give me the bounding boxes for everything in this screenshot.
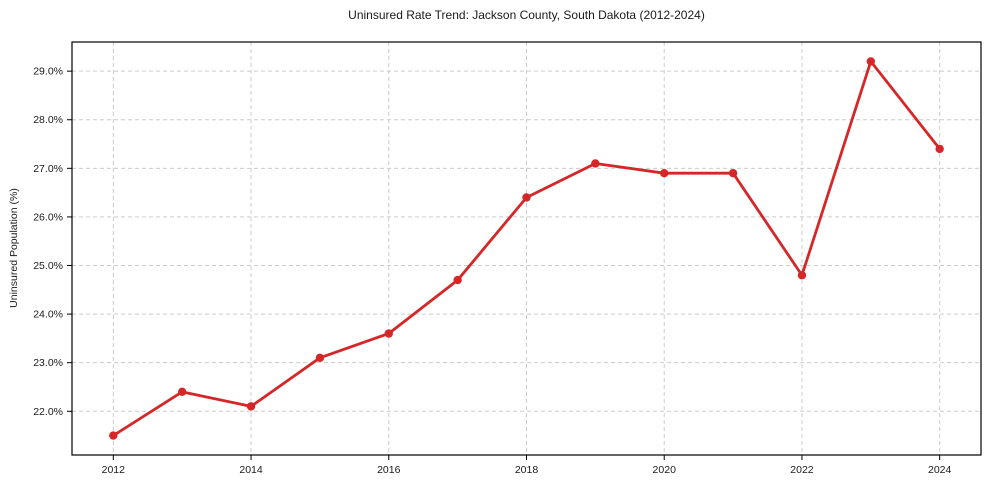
y-tick-label: 23.0% (33, 357, 63, 369)
x-tick-label: 2014 (239, 464, 263, 476)
chart-title: Uninsured Rate Trend: Jackson County, So… (348, 8, 705, 22)
data-point (384, 329, 393, 338)
data-point (246, 402, 256, 411)
data-point (935, 144, 944, 154)
x-tick-label: 2022 (790, 464, 814, 476)
x-tick-label: 2024 (928, 464, 952, 476)
x-tick-label: 2016 (377, 464, 401, 476)
x-tick-label: 2018 (515, 464, 539, 476)
data-point (315, 353, 325, 363)
data-point (453, 275, 462, 285)
data-point (728, 168, 738, 178)
data-point (797, 271, 807, 280)
data-point (866, 57, 876, 66)
y-tick-label: 28.0% (33, 114, 63, 126)
data-point (591, 159, 600, 168)
y-tick-label: 22.0% (33, 406, 63, 418)
y-tick-label: 25.0% (33, 260, 63, 272)
data-point (109, 431, 118, 440)
y-tick-label: 27.0% (33, 163, 63, 175)
data-point (660, 168, 669, 178)
data-point (522, 193, 531, 202)
y-tick-label: 24.0% (33, 309, 63, 321)
y-tick-label: 26.0% (33, 211, 63, 223)
plot-border (71, 41, 982, 456)
data-point (177, 387, 187, 397)
y-tick-label: 29.0% (33, 66, 63, 78)
x-tick-label: 2020 (653, 464, 677, 476)
x-tick-label: 2012 (102, 464, 126, 476)
